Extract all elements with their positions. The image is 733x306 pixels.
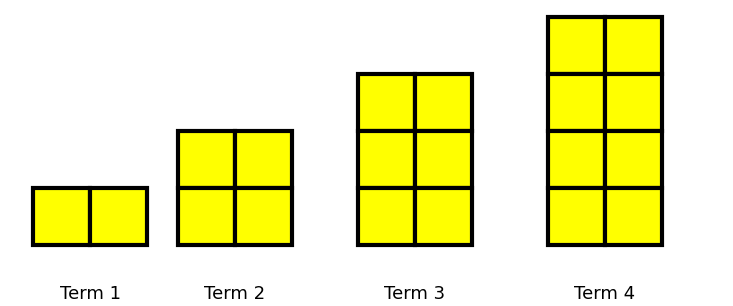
Bar xyxy=(358,74,415,131)
Bar xyxy=(605,188,662,245)
Bar xyxy=(415,74,472,131)
Text: Term 3: Term 3 xyxy=(384,285,446,303)
Bar xyxy=(235,188,292,245)
Bar xyxy=(33,188,90,245)
Bar xyxy=(415,188,472,245)
Bar xyxy=(178,188,235,245)
Bar xyxy=(605,131,662,188)
Text: Term 1: Term 1 xyxy=(59,285,120,303)
Bar xyxy=(548,188,605,245)
Bar xyxy=(235,131,292,188)
Text: Term 2: Term 2 xyxy=(205,285,265,303)
Bar xyxy=(548,74,605,131)
Bar xyxy=(358,131,415,188)
Bar xyxy=(605,74,662,131)
Bar xyxy=(90,188,147,245)
Bar xyxy=(415,131,472,188)
Bar xyxy=(605,17,662,74)
Bar xyxy=(178,131,235,188)
Bar xyxy=(548,131,605,188)
Bar xyxy=(358,188,415,245)
Text: Term 4: Term 4 xyxy=(575,285,636,303)
Bar xyxy=(548,17,605,74)
